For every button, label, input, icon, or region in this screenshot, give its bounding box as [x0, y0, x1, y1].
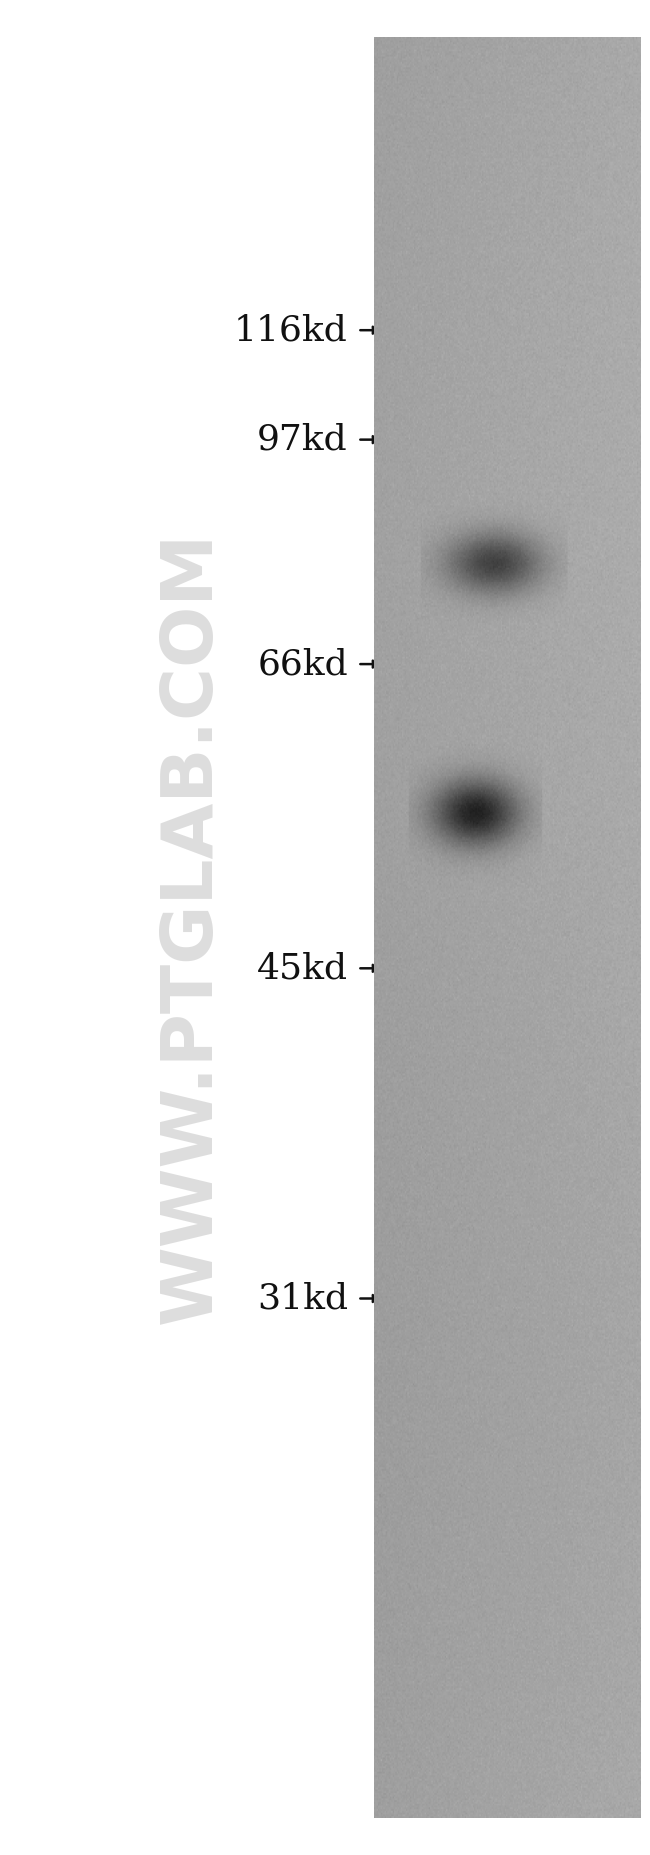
- Text: 45kd: 45kd: [257, 952, 348, 985]
- Text: 31kd: 31kd: [257, 1282, 348, 1315]
- Text: WWW.PTGLAB.COM: WWW.PTGLAB.COM: [157, 531, 226, 1324]
- Text: 66kd: 66kd: [257, 647, 348, 681]
- Text: 97kd: 97kd: [257, 423, 348, 456]
- Text: 116kd: 116kd: [234, 313, 348, 347]
